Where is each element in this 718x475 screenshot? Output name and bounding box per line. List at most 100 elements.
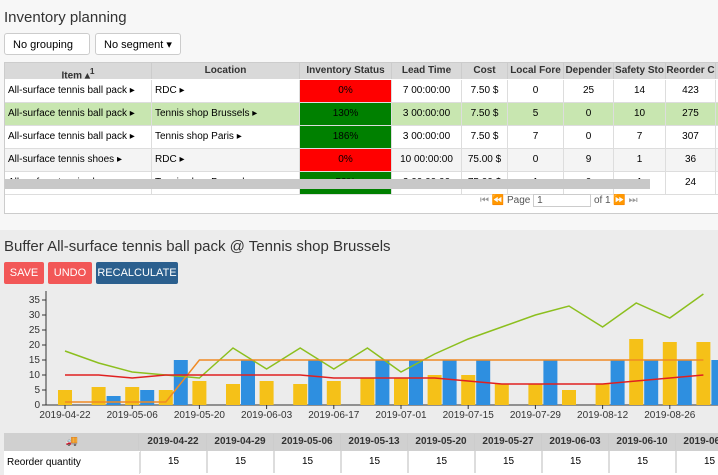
grid-cell: 24: [666, 172, 716, 194]
column-header[interactable]: Item ▴1: [5, 63, 152, 79]
grid-cell: 0: [508, 80, 564, 102]
header-bg: [5, 63, 718, 79]
recalculate-button[interactable]: RECALCULATE: [96, 262, 178, 284]
column-header[interactable]: Safety Sto: [614, 63, 666, 79]
chart: 0 5 10 15 20 25 30 35 2019-04-22 2019-05-06 2019-0…: [29, 291, 718, 421]
column-header[interactable]: Cost: [462, 63, 508, 79]
y-tick-label: 10: [29, 370, 41, 381]
grid-cell: 7.50 $: [462, 103, 508, 125]
grid-cell: 0%: [300, 149, 392, 171]
bar: [442, 360, 457, 405]
grid-cell: 10: [614, 103, 666, 125]
plan-cell: 15: [475, 451, 542, 473]
column-header[interactable]: Inventory Status: [300, 63, 392, 79]
scrollbar[interactable]: [5, 179, 650, 189]
grid-cell: 7: [508, 126, 564, 148]
plan-cell: 15: [408, 451, 475, 473]
page-title: Inventory planning: [4, 9, 127, 26]
buffer-title: Buffer All-surface tennis ball pack @ Te…: [4, 238, 391, 255]
column-header[interactable]: Lead Time: [392, 63, 462, 79]
grid-cell: Tennis shop Paris ▸: [152, 126, 300, 148]
grid-cell: 0%: [300, 80, 392, 102]
pager-label: Page: [507, 195, 531, 206]
bar: [711, 360, 718, 405]
plan-cell: 15: [676, 451, 718, 473]
grid-cell: All-surface tennis ball pack ▸: [5, 80, 152, 102]
date-header: 2019-05-13: [341, 434, 408, 450]
grid-cell: 7.50 $: [462, 126, 508, 148]
bar: [461, 375, 476, 405]
grid-cell: 307: [666, 126, 716, 148]
grid-cell: 3 00:00:00: [392, 126, 462, 148]
grid-cell: 7.50 $: [462, 80, 508, 102]
label: No segment: [104, 39, 164, 51]
bar: [528, 384, 543, 405]
bar: [226, 384, 240, 405]
grid-cell: RDC ▸: [152, 80, 300, 102]
grid-cell: Tennis shop Brussels ▸: [152, 103, 300, 125]
y-tick-label: 35: [29, 295, 41, 306]
grid-cell: RDC ▸: [152, 149, 300, 171]
y-tick-label: 0: [34, 400, 40, 411]
bar: [662, 342, 677, 405]
truck-icon: 🚚: [4, 434, 139, 450]
grid-cell: 130%: [300, 103, 392, 125]
grid-cell: All-surface tennis ball pack ▸: [5, 103, 152, 125]
x-tick-label: 2019-07-15: [443, 410, 495, 421]
grid-cell: All-surface tennis ball pack ▸: [5, 126, 152, 148]
grid-cell: All-surface tennis shoes ▸: [5, 149, 152, 171]
grouping-dropdown[interactable]: No grouping ▾: [4, 33, 90, 73]
x-tick-label: 2019-08-26: [644, 410, 696, 421]
column-header[interactable]: Local Fore: [508, 63, 564, 79]
data-grid: Item ▴1 Location Inventory Status Lead Time…: [4, 62, 718, 214]
plan-table: 🚚 2019-04-22 15 2019-04-29 15 2019-05-06 15 201…: [4, 433, 718, 475]
date-header: 2019-05-06: [274, 434, 341, 450]
grid-cell: 25: [564, 80, 614, 102]
grid-cell: 7: [614, 126, 666, 148]
date-header: 2019-06-10: [609, 434, 676, 450]
bar: [293, 384, 308, 405]
grid-cell: 10 00:00:00: [392, 149, 462, 171]
grid-cell: 9: [564, 149, 614, 171]
x-tick-label: 2019-05-06: [107, 410, 159, 421]
grid-cell: 75.00 $: [462, 149, 508, 171]
date-header: 2019-05-20: [408, 434, 475, 450]
bar: [427, 375, 442, 405]
grid-cell: 5: [508, 103, 564, 125]
plan-cell: 15: [207, 451, 274, 473]
grid-cell: 7 00:00:00: [392, 80, 462, 102]
line: [65, 374, 704, 385]
bar: [375, 360, 390, 405]
plan-cell: 15: [609, 451, 676, 473]
undo-button[interactable]: UNDO: [48, 262, 92, 284]
bar: [125, 387, 140, 405]
bar: [308, 360, 323, 405]
row-label: Reorder quantity: [4, 452, 140, 474]
bar: [629, 339, 644, 405]
date-header: 2019-05-27: [475, 434, 542, 450]
plan-cell: 15: [341, 451, 408, 473]
date-header: 2019-04-29: [207, 434, 274, 450]
y-tick-label: 25: [29, 325, 41, 336]
x-tick-label: 2019-08-12: [577, 410, 629, 421]
x-tick-label: 2019-07-29: [510, 410, 562, 421]
save-button[interactable]: SAVE: [4, 262, 44, 284]
y-tick-label: 30: [29, 310, 41, 321]
x-tick-label: 2019-04-22: [39, 410, 91, 421]
bar: [360, 378, 375, 405]
plan-cell: 15: [140, 451, 207, 473]
column-header[interactable]: Depender: [564, 63, 614, 79]
grid-cell: 0: [564, 103, 614, 125]
date-header: 2019-06-17: [676, 434, 718, 450]
page-input[interactable]: 1: [533, 194, 592, 207]
column-header[interactable]: Location: [152, 63, 300, 79]
segment-dropdown[interactable]: No segment ▾: [95, 33, 181, 55]
bar: [595, 384, 610, 405]
bar: [241, 360, 255, 405]
sort-rank: 1: [89, 66, 95, 76]
column-header[interactable]: Reorder C: [666, 63, 716, 79]
grid-cell: 0: [508, 149, 564, 171]
bar: [409, 360, 423, 405]
bar: [696, 342, 711, 405]
label: No grouping: [13, 39, 73, 51]
